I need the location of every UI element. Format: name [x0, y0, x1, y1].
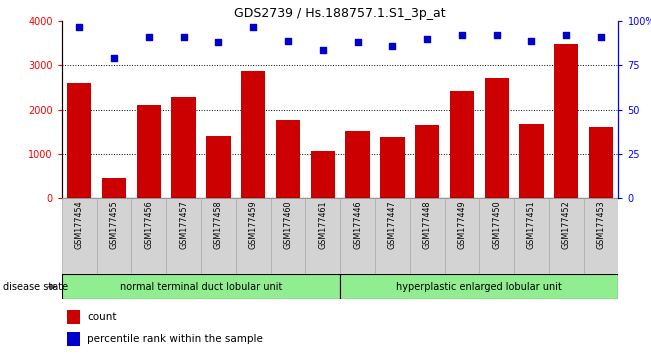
- Text: GSM177454: GSM177454: [75, 200, 84, 249]
- Point: [248, 24, 258, 29]
- Title: GDS2739 / Hs.188757.1.S1_3p_at: GDS2739 / Hs.188757.1.S1_3p_at: [234, 7, 446, 20]
- Point: [74, 24, 85, 29]
- Bar: [479, 198, 514, 274]
- Point: [387, 43, 398, 49]
- Point: [144, 34, 154, 40]
- Bar: [584, 198, 618, 274]
- Bar: [445, 198, 479, 274]
- Bar: [340, 274, 618, 299]
- Text: GSM177446: GSM177446: [353, 200, 362, 249]
- Point: [109, 56, 119, 61]
- Text: count: count: [87, 312, 117, 322]
- Bar: [171, 97, 196, 198]
- Text: percentile rank within the sample: percentile rank within the sample: [87, 334, 263, 344]
- Point: [526, 38, 536, 44]
- Bar: [415, 125, 439, 198]
- Text: GSM177447: GSM177447: [388, 200, 397, 249]
- Bar: [519, 124, 544, 198]
- Bar: [514, 198, 549, 274]
- Bar: [549, 198, 584, 274]
- Point: [283, 38, 293, 44]
- Bar: [409, 198, 445, 274]
- Bar: [236, 198, 271, 274]
- Text: GSM177457: GSM177457: [179, 200, 188, 249]
- Bar: [137, 105, 161, 198]
- Point: [318, 47, 328, 52]
- Text: GSM177448: GSM177448: [422, 200, 432, 249]
- Bar: [305, 198, 340, 274]
- Bar: [201, 198, 236, 274]
- Text: normal terminal duct lobular unit: normal terminal duct lobular unit: [120, 282, 282, 292]
- Bar: [102, 178, 126, 198]
- Point: [422, 36, 432, 42]
- Bar: [276, 120, 300, 198]
- Point: [561, 33, 572, 38]
- Bar: [62, 198, 96, 274]
- Bar: [68, 332, 79, 346]
- Bar: [271, 198, 305, 274]
- Text: GSM177461: GSM177461: [318, 200, 327, 249]
- Bar: [554, 44, 579, 198]
- Bar: [484, 78, 509, 198]
- Bar: [96, 198, 132, 274]
- Text: GSM177453: GSM177453: [596, 200, 605, 249]
- Bar: [346, 131, 370, 198]
- Bar: [375, 198, 409, 274]
- Text: GSM177451: GSM177451: [527, 200, 536, 249]
- Point: [596, 34, 606, 40]
- Point: [178, 34, 189, 40]
- Bar: [68, 310, 79, 324]
- Bar: [589, 127, 613, 198]
- Bar: [241, 71, 266, 198]
- Point: [457, 33, 467, 38]
- Bar: [380, 137, 404, 198]
- Text: GSM177460: GSM177460: [283, 200, 292, 249]
- Text: disease state: disease state: [3, 282, 68, 292]
- Bar: [206, 136, 230, 198]
- Text: GSM177450: GSM177450: [492, 200, 501, 249]
- Bar: [62, 274, 340, 299]
- Bar: [166, 198, 201, 274]
- Text: GSM177449: GSM177449: [458, 200, 466, 249]
- Bar: [311, 151, 335, 198]
- Point: [213, 40, 223, 45]
- Bar: [132, 198, 166, 274]
- Text: GSM177456: GSM177456: [145, 200, 154, 249]
- Bar: [450, 91, 474, 198]
- Bar: [67, 83, 91, 198]
- Point: [492, 33, 502, 38]
- Point: [352, 40, 363, 45]
- Text: GSM177459: GSM177459: [249, 200, 258, 249]
- Bar: [340, 198, 375, 274]
- Text: GSM177452: GSM177452: [562, 200, 571, 249]
- Text: hyperplastic enlarged lobular unit: hyperplastic enlarged lobular unit: [396, 282, 562, 292]
- Text: GSM177455: GSM177455: [109, 200, 118, 249]
- Text: GSM177458: GSM177458: [214, 200, 223, 249]
